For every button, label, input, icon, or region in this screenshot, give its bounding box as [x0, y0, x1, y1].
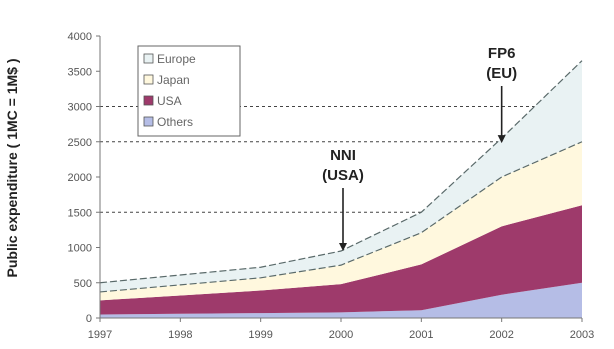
x-tick-label: 2001 [409, 329, 433, 341]
legend-label-japan: Japan [157, 73, 190, 87]
area-others [100, 282, 582, 318]
y-tick-label: 1500 [68, 207, 92, 219]
y-axis-label: Public expenditure ( 1MC = 1M$ ) [4, 59, 20, 278]
annotation-sublabel: (USA) [322, 167, 364, 184]
line-japan-top [99, 141, 583, 293]
y-tick-label: 2000 [68, 172, 92, 184]
x-tick-label: 1998 [168, 329, 192, 341]
y-tick-label: 3500 [68, 66, 92, 78]
annotation-label: FP6 [488, 45, 516, 62]
y-tick-label: 4000 [68, 31, 92, 43]
x-tick-label: 2002 [489, 329, 513, 341]
x-tick-label: 2000 [329, 329, 353, 341]
annotations: NNI (USA) FP6 (EU) [322, 45, 517, 252]
annotation-label: NNI [330, 147, 356, 164]
legend-label-usa: USA [157, 94, 182, 108]
x-tick-label: 1997 [88, 329, 112, 341]
y-tick-label: 500 [74, 278, 92, 290]
legend-swatch-usa [143, 95, 154, 106]
y-tick-label: 1000 [68, 243, 92, 255]
legend-swatch-others [143, 116, 154, 127]
axis-layer: 0 500 1000 1500 2000 2500 3000 3500 4000 1997 1998… [68, 31, 595, 341]
legend-box [137, 45, 241, 137]
area-europe [100, 60, 582, 292]
y-tick-label: 2500 [68, 137, 92, 149]
legend-swatch-europe [143, 53, 154, 64]
area-layer [100, 60, 582, 318]
annotation-arrow-head [339, 243, 347, 252]
area-usa [100, 205, 582, 315]
legend-swatch-japan [143, 74, 154, 85]
x-tick-label: 2003 [570, 329, 594, 341]
annotation-sublabel: (EU) [486, 65, 517, 82]
y-tick-label: 3000 [68, 102, 92, 114]
area-japan [100, 141, 582, 301]
x-tick-label: 1999 [248, 329, 272, 341]
legend: Europe Japan USA Others [137, 45, 241, 137]
legend-label-europe: Europe [157, 52, 196, 66]
y-tick-label: 0 [86, 313, 92, 325]
annotation-arrow-head [497, 135, 506, 144]
legend-label-others: Others [157, 115, 193, 129]
